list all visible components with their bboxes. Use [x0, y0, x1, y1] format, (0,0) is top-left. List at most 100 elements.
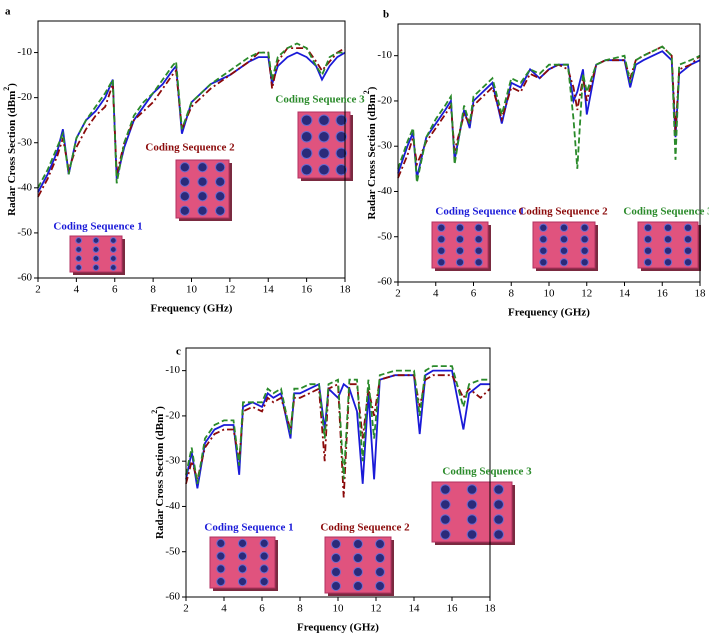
x-tick-label: 16: [447, 603, 459, 615]
unit-cell: [331, 567, 341, 577]
annotation: Coding Sequence 1: [53, 221, 142, 233]
y-tick-label: -30: [165, 455, 180, 467]
y-axis-label-sup: 2: [2, 87, 11, 91]
unit-cell: [92, 264, 100, 271]
unit-cell: [437, 235, 446, 244]
series-line: [397, 45, 701, 183]
unit-cell: [466, 514, 478, 525]
y-tick-label: -30: [17, 136, 32, 148]
unit-cell: [493, 499, 504, 510]
unit-cell: [216, 564, 226, 574]
y-tick-label: -50: [17, 226, 32, 238]
unit-cell: [331, 539, 341, 549]
unit-cell: [683, 258, 693, 267]
unit-cell: [559, 258, 569, 267]
y-tick-label: -20: [165, 409, 180, 421]
y-tick-label: -30: [377, 140, 392, 152]
unit-cell: [179, 162, 190, 173]
unit-cell: [580, 235, 589, 244]
unit-cell: [259, 564, 269, 574]
x-tick-label: 14: [409, 603, 421, 615]
y-axis-label-sup: 2: [150, 410, 159, 414]
unit-cell: [440, 499, 451, 510]
unit-cell: [474, 235, 483, 244]
unit-cell: [493, 484, 504, 495]
y-tick-label: -10: [165, 364, 180, 376]
unit-cell: [466, 499, 478, 510]
unit-cell: [215, 191, 226, 202]
unit-cell: [335, 163, 348, 176]
x-tick-label: 4: [433, 288, 439, 300]
y-tick-label: -40: [377, 185, 392, 197]
x-tick-label: 18: [485, 603, 497, 615]
annotation: Coding Sequence 3: [623, 206, 709, 218]
unit-cell: [663, 235, 673, 244]
x-tick-label: 4: [221, 603, 227, 615]
x-tick-label: 16: [657, 288, 669, 300]
y-axis-label-text: Radar Cross Section (dBm: [366, 94, 378, 219]
y-axis-label: Radar Cross Section (dBm2): [150, 406, 165, 539]
unit-cell: [455, 223, 465, 232]
unit-cell: [215, 205, 226, 216]
unit-cell: [318, 147, 330, 160]
panel-label: b: [383, 9, 389, 21]
unit-cell: [493, 529, 504, 540]
y-tick-label: -10: [377, 49, 392, 61]
x-tick-label: 2: [395, 288, 401, 300]
unit-cell: [216, 538, 226, 548]
x-tick-label: 6: [112, 284, 118, 296]
unit-cell: [466, 484, 478, 495]
unit-cell: [493, 514, 504, 525]
unit-cell: [474, 258, 483, 267]
unit-cell: [663, 223, 673, 232]
unit-cell: [539, 258, 548, 267]
unit-cell: [580, 246, 589, 255]
y-tick-label: -60: [377, 276, 392, 288]
unit-cell: [109, 255, 117, 262]
unit-cell: [318, 130, 330, 143]
unit-cell: [259, 538, 269, 548]
series-line: [397, 50, 701, 179]
unit-cell: [663, 258, 673, 267]
unit-cell: [466, 529, 478, 540]
series-line: [397, 45, 701, 179]
x-tick-label: 12: [581, 288, 592, 300]
unit-cell: [237, 538, 248, 548]
x-tick-label: 14: [619, 288, 631, 300]
unit-cell: [179, 205, 190, 216]
unit-cell: [559, 246, 569, 255]
x-tick-label: 2: [35, 284, 41, 296]
unit-cell: [440, 484, 451, 495]
x-tick-label: 12: [371, 603, 382, 615]
x-tick-label: 10: [544, 288, 556, 300]
y-axis-label-text: Radar Cross Section (dBm: [6, 91, 18, 216]
unit-cell: [318, 163, 330, 176]
unit-cell: [455, 246, 465, 255]
x-tick-label: 18: [340, 284, 352, 296]
unit-cell: [300, 147, 313, 160]
unit-cell: [75, 255, 83, 262]
unit-cell: [663, 246, 673, 255]
unit-cell: [335, 147, 348, 160]
y-axis-label-end: ): [6, 83, 18, 87]
unit-cell: [539, 246, 548, 255]
unit-cell: [683, 246, 693, 255]
y-tick-label: -20: [17, 91, 32, 103]
unit-cell: [75, 246, 83, 253]
unit-cell: [92, 246, 100, 253]
x-tick-label: 10: [186, 284, 198, 296]
x-axis-label: Frequency (GHz): [151, 303, 233, 315]
unit-cell: [237, 551, 248, 561]
unit-cell: [375, 553, 385, 563]
unit-cell: [237, 577, 248, 587]
x-tick-label: 18: [695, 288, 707, 300]
unit-cell: [474, 246, 483, 255]
unit-cell: [197, 162, 208, 173]
x-tick-label: 14: [263, 284, 275, 296]
unit-cell: [92, 237, 100, 244]
unit-cell: [580, 223, 589, 232]
unit-cell: [539, 223, 548, 232]
unit-cell: [474, 223, 483, 232]
unit-cell: [455, 235, 465, 244]
